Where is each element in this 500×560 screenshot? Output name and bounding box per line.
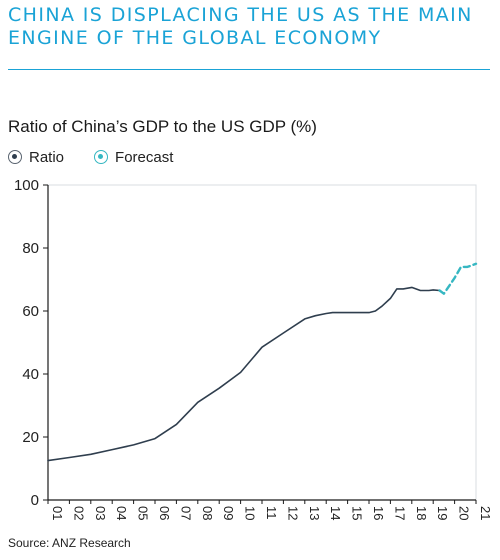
plot-area xyxy=(47,184,477,501)
x-tick-label: 06 xyxy=(157,506,172,520)
x-tick-label: 05 xyxy=(136,506,151,520)
x-tick-label: 03 xyxy=(93,506,108,520)
x-tick-label: 12 xyxy=(285,506,300,520)
series-line-forecast xyxy=(438,262,478,295)
x-tick-label: 13 xyxy=(307,506,322,520)
chart-legend: Ratio Forecast xyxy=(8,146,203,168)
x-tick-label: 04 xyxy=(114,506,129,520)
headline-line-2: ENGINE OF THE GLOBAL ECONOMY xyxy=(8,27,382,49)
legend-item-ratio: Ratio xyxy=(8,149,64,166)
y-tick-label: 20 xyxy=(22,429,39,446)
x-tick-label: 10 xyxy=(243,506,258,520)
legend-label-forecast: Forecast xyxy=(115,148,174,166)
headline-line-1: CHINA IS DISPLACING THE US AS THE MAIN xyxy=(8,4,473,26)
x-tick-label: 19 xyxy=(435,506,450,520)
chart-title: Ratio of China’s GDP to the US GDP (%) xyxy=(8,117,317,136)
x-tick-label: 11 xyxy=(264,506,279,520)
legend-label-ratio: Ratio xyxy=(29,148,65,166)
y-tick-label: 60 xyxy=(22,303,39,320)
x-tick-label: 16 xyxy=(371,506,386,520)
ratio-marker-icon xyxy=(8,150,22,164)
x-tick-label: 14 xyxy=(328,506,343,520)
headline: CHINA IS DISPLACING THE US AS THE MAIN E… xyxy=(8,4,492,50)
x-tick-label: 09 xyxy=(221,506,236,520)
x-tick-label: 02 xyxy=(71,506,86,520)
line-chart: 0 20 40 60 80 100 01 02 03 04 05 06 07 08 09 10 11 12 13 14… xyxy=(14,177,493,520)
x-tick-label: 18 xyxy=(414,506,429,520)
source-note: Source: ANZ Research xyxy=(8,536,131,550)
x-tick-label: 15 xyxy=(350,506,365,520)
forecast-marker-icon xyxy=(94,150,109,164)
y-tick-label: 100 xyxy=(14,177,39,194)
x-tick-label: 08 xyxy=(200,506,215,520)
y-tick-label: 80 xyxy=(22,240,39,257)
legend-item-forecast: Forecast xyxy=(94,149,173,166)
y-tick-label: 40 xyxy=(22,366,39,383)
y-tick-label: 0 xyxy=(31,492,39,509)
x-tick-label: 01 xyxy=(50,506,65,520)
x-tick-label: 21 xyxy=(478,506,493,520)
x-tick-label: 07 xyxy=(178,506,193,520)
x-tick-label: 20 xyxy=(457,506,472,520)
headline-divider xyxy=(8,69,490,70)
x-tick-label: 17 xyxy=(392,506,407,520)
series-line-ratio xyxy=(47,286,441,462)
